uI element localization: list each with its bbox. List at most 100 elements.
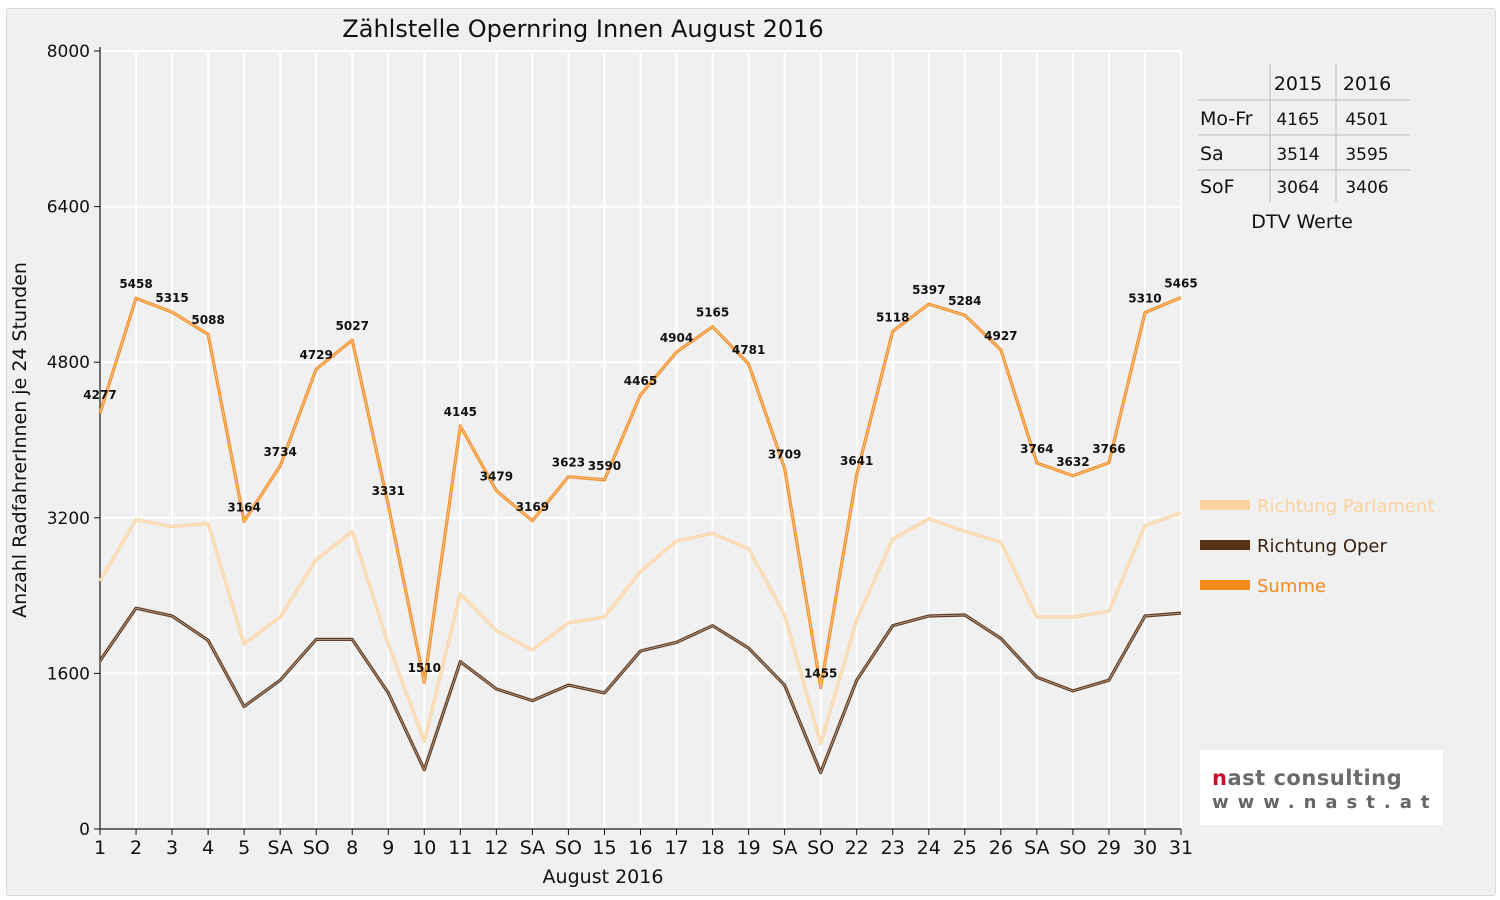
dtv-header-2015: 2015 xyxy=(1274,73,1322,95)
x-tick-label: 18 xyxy=(700,837,724,859)
x-tick-label: 4 xyxy=(202,837,214,859)
x-tick-label: 24 xyxy=(917,837,941,859)
legend-label: Richtung Oper xyxy=(1257,536,1388,557)
legend-swatch xyxy=(1200,500,1250,510)
dtv-row-label: SoF xyxy=(1200,176,1235,198)
data-label: 5165 xyxy=(696,306,729,320)
x-tick-label: 1 xyxy=(94,837,106,859)
data-label: 3623 xyxy=(552,456,585,470)
data-label: 3331 xyxy=(372,484,405,498)
x-tick-label: 15 xyxy=(592,837,616,859)
dtv-cell: 3514 xyxy=(1276,145,1319,165)
data-label: 5397 xyxy=(912,283,945,297)
x-tick-label: 9 xyxy=(382,837,394,859)
dtv-cell: 3064 xyxy=(1276,178,1319,198)
data-label: 5315 xyxy=(155,291,188,305)
chart-title: Zählstelle Opernring Innen August 2016 xyxy=(342,15,823,43)
data-label: 5284 xyxy=(948,294,981,308)
x-tick-label: SA xyxy=(520,837,545,859)
data-label: 1455 xyxy=(804,667,837,681)
series-line-highlight xyxy=(99,512,1182,744)
data-label: 4465 xyxy=(624,374,657,388)
legend-swatch xyxy=(1200,540,1250,550)
x-tick-label: 19 xyxy=(737,837,761,859)
x-tick-label: 17 xyxy=(664,837,688,859)
data-label: 3641 xyxy=(840,454,873,468)
legend: Richtung Parlament Richtung Oper Summe xyxy=(1200,496,1434,597)
data-label: 3766 xyxy=(1092,442,1125,456)
data-label: 4904 xyxy=(660,331,693,345)
data-label: 3764 xyxy=(1020,442,1053,456)
data-label: 4277 xyxy=(83,388,116,402)
logo-rest: ast consulting xyxy=(1227,766,1402,790)
x-tick-label: SA xyxy=(772,837,797,859)
x-tick-label: 31 xyxy=(1169,837,1193,859)
x-tick-label: SO xyxy=(303,837,330,859)
logo-url: www.nast.at xyxy=(1212,792,1438,813)
logo-main-text: nast consulting xyxy=(1212,766,1402,790)
x-tick-label: SA xyxy=(267,837,292,859)
dtv-row-label: Sa xyxy=(1200,143,1224,165)
x-tick-label: 11 xyxy=(448,837,472,859)
data-label: 1510 xyxy=(408,661,441,675)
data-label: 5118 xyxy=(876,310,909,324)
x-tick-label: SA xyxy=(1024,837,1049,859)
data-label: 5310 xyxy=(1128,292,1161,306)
dtv-table: 2015 2016 Mo-Fr 4165 4501 Sa 3514 3595 S… xyxy=(1198,64,1410,233)
x-tick-label: 22 xyxy=(845,837,869,859)
data-label: 3479 xyxy=(480,470,513,484)
data-label: 4145 xyxy=(444,405,477,419)
data-label: 3169 xyxy=(516,500,549,514)
grid xyxy=(99,50,1182,830)
x-tick-label: 3 xyxy=(166,837,178,859)
dtv-cell: 4501 xyxy=(1345,110,1388,130)
data-label: 5458 xyxy=(119,277,152,291)
data-label: 5088 xyxy=(191,313,224,327)
y-axis-title: Anzahl RadfahrerInnen je 24 Stunden xyxy=(9,262,31,618)
series-group xyxy=(98,296,1182,775)
data-label: 5027 xyxy=(336,319,369,333)
dtv-header-2016: 2016 xyxy=(1343,73,1391,95)
x-tick-label: SO xyxy=(555,837,582,859)
x-axis-title: August 2016 xyxy=(543,866,664,888)
data-label: 4729 xyxy=(299,348,332,362)
dtv-row-label: Mo-Fr xyxy=(1200,108,1253,130)
data-label: 3734 xyxy=(263,445,296,459)
y-tick-label: 4800 xyxy=(47,353,90,373)
y-tick-label: 8000 xyxy=(47,42,90,62)
dtv-cell: 4165 xyxy=(1276,110,1319,130)
data-label: 3590 xyxy=(588,459,621,473)
y-tick-label: 0 xyxy=(79,820,90,840)
data-label: 4927 xyxy=(984,329,1017,343)
x-tick-label: 8 xyxy=(346,837,358,859)
x-tick-label: 2 xyxy=(130,837,142,859)
logo-n-letter: n xyxy=(1212,766,1227,790)
x-tick-label: SO xyxy=(807,837,834,859)
x-tick-label: 16 xyxy=(628,837,652,859)
legend-label: Summe xyxy=(1257,576,1326,597)
x-tick-label: 25 xyxy=(953,837,977,859)
legend-label: Richtung Parlament xyxy=(1257,496,1434,517)
series-line-highlight xyxy=(99,607,1182,773)
x-tick-label: 10 xyxy=(412,837,436,859)
y-tick-label: 1600 xyxy=(47,664,90,684)
data-label: 4781 xyxy=(732,343,765,357)
data-label: 3709 xyxy=(768,447,801,461)
x-tick-label: SO xyxy=(1059,837,1086,859)
x-tick-label: 30 xyxy=(1133,837,1157,859)
y-tick-label: 6400 xyxy=(47,198,90,218)
x-tick-label: 5 xyxy=(238,837,250,859)
x-axis: 1 2 3 4 5 SA SO 8 9 10 11 12 SA SO 15 16 17 18 19 SA SO 22 23 2… xyxy=(94,829,1193,859)
data-label: 3632 xyxy=(1056,455,1089,469)
company-logo: nast consulting www.nast.at xyxy=(1200,750,1443,825)
x-tick-label: 29 xyxy=(1097,837,1121,859)
x-tick-label: 26 xyxy=(989,837,1013,859)
legend-swatch xyxy=(1200,580,1250,590)
data-label: 5465 xyxy=(1164,277,1197,291)
x-tick-label: 12 xyxy=(484,837,508,859)
dtv-cell: 3406 xyxy=(1345,178,1388,198)
y-tick-label: 3200 xyxy=(47,509,90,529)
data-label: 3164 xyxy=(227,500,260,514)
